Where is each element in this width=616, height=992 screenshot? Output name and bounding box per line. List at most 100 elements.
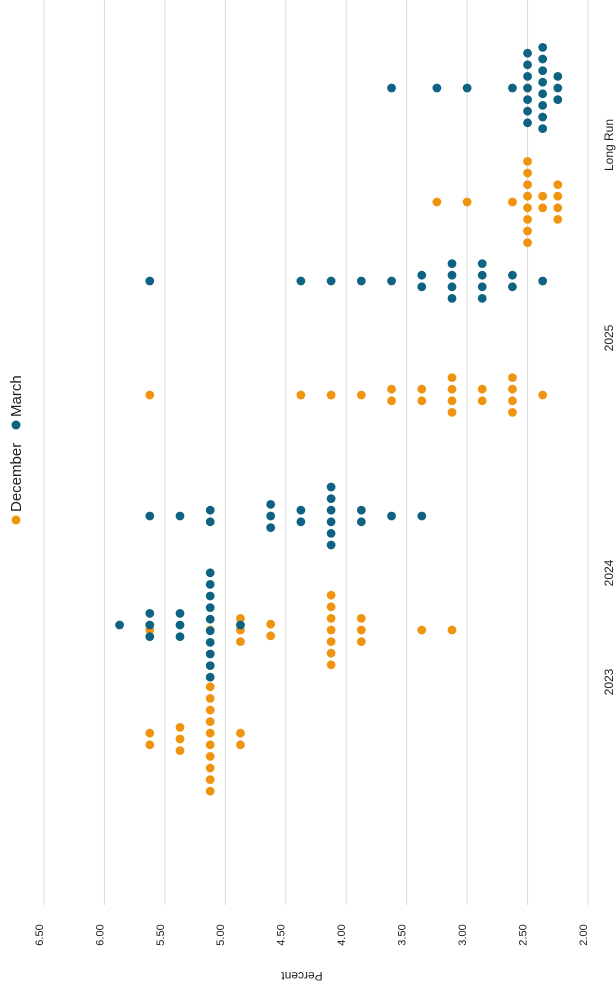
dot-december [477, 384, 487, 394]
dot-march [462, 83, 472, 93]
dot-march [553, 72, 563, 81]
tick-label: 6.50 [34, 924, 46, 945]
dot-march [175, 632, 185, 641]
dot-march [326, 276, 336, 286]
dot-march [145, 276, 155, 286]
dot-march [432, 83, 442, 93]
legend-label-december: December [8, 443, 25, 512]
dot-december [205, 775, 215, 784]
dot-december [523, 157, 532, 166]
dot-march [417, 511, 427, 521]
dot-march [175, 609, 185, 618]
dot-december [266, 619, 276, 629]
dot-december [205, 682, 215, 692]
dot-december [356, 637, 366, 646]
category-label: Long Run [602, 119, 616, 171]
dot-march [205, 649, 215, 659]
dot-march [387, 511, 396, 521]
dot-december [523, 238, 532, 248]
dot-december [205, 763, 215, 773]
legend-label-march: March [8, 375, 25, 417]
value-axis-ticks: 6.50 6.00 5.50 5.00 4.50 4.00 3.50 3.00 2.50 2.00 [34, 924, 590, 945]
dot-march [523, 60, 532, 70]
dot-march [523, 48, 532, 58]
dot-march [326, 540, 336, 550]
dot-december [447, 408, 457, 417]
tick-label: 4.50 [276, 924, 288, 945]
dot-december [387, 396, 396, 406]
dot-december [523, 180, 532, 190]
dot-march [296, 505, 306, 515]
tick-label: 4.00 [336, 924, 348, 945]
dot-december [508, 373, 517, 382]
dot-march [326, 494, 336, 503]
dot-march [508, 83, 517, 93]
dot-december [145, 740, 155, 750]
dot-december [205, 752, 215, 761]
gridlines [43, 0, 589, 905]
dot-march [477, 282, 487, 292]
dot-december [523, 191, 532, 201]
dot-march [538, 77, 548, 87]
dot-december [326, 625, 336, 635]
dot-march [523, 72, 532, 81]
dot-december [205, 717, 215, 726]
dot-march [538, 54, 548, 64]
category-axis-labels: 2023 2024 2025 Long Run [602, 119, 616, 695]
dot-march [523, 106, 532, 116]
dot-december [508, 384, 517, 394]
tick-label: 2.50 [517, 924, 529, 945]
dot-march [205, 672, 215, 682]
category-label: 2024 [602, 559, 616, 586]
dot-december [538, 203, 548, 213]
dot-december [523, 215, 532, 224]
dot-december [326, 660, 336, 670]
dot-march [326, 505, 336, 515]
dot-december [145, 390, 155, 400]
legend-marker-december [11, 515, 21, 525]
dot-december [205, 740, 215, 750]
dot-march [538, 66, 548, 75]
dot-december [508, 197, 517, 207]
dot-december [326, 637, 336, 646]
dot-december [326, 614, 336, 623]
dot-december [236, 728, 245, 738]
dot-december [523, 203, 532, 213]
dot-march [417, 282, 427, 292]
dot-december [356, 625, 366, 635]
dot-march [205, 638, 215, 647]
dot-march [356, 276, 366, 286]
dot-december [553, 191, 563, 201]
data-points [115, 43, 563, 796]
dot-december [326, 590, 336, 600]
legend: December March [8, 375, 25, 525]
dot-march [266, 523, 276, 532]
dot-december [417, 384, 427, 394]
dot-december [523, 226, 532, 236]
dot-march [266, 500, 276, 509]
dot-december [205, 705, 215, 715]
dot-march [508, 270, 517, 280]
dot-december [538, 390, 548, 400]
dot-march [523, 118, 532, 128]
dot-march [236, 620, 245, 630]
tick-label: 5.50 [155, 924, 167, 945]
dot-december [553, 203, 563, 213]
dot-december [356, 614, 366, 623]
dot-march [145, 620, 155, 630]
dot-march [508, 282, 517, 292]
dot-march [447, 294, 457, 303]
dot-march [538, 43, 548, 52]
dot-march [205, 517, 215, 527]
dot-december [266, 631, 276, 641]
dot-december [447, 625, 457, 635]
dot-march [175, 511, 185, 521]
dot-march [387, 83, 396, 93]
dot-march [326, 529, 336, 538]
dot-march [523, 95, 532, 104]
dot-december [236, 614, 245, 623]
dot-december [326, 602, 336, 612]
dot-march [356, 517, 366, 527]
dot-december [145, 728, 155, 738]
dot-december [477, 396, 487, 406]
